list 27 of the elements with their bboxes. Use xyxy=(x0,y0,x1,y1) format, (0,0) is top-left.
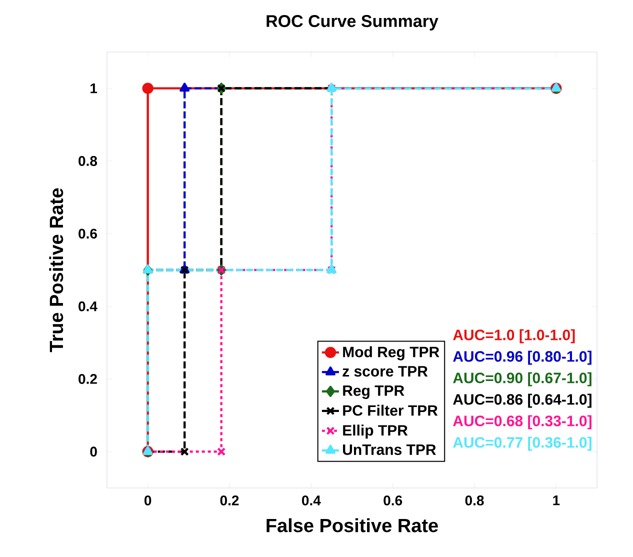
annotation: AUC=0.96 [0.80-1.0] xyxy=(453,350,592,365)
legend-label: UnTrans TPR xyxy=(343,444,436,455)
x-tick-label: 0.4 xyxy=(302,496,321,506)
x-tick-label: 0.2 xyxy=(220,496,239,506)
y-tick-label: 1 xyxy=(90,84,98,94)
legend-label: Ellip TPR xyxy=(343,424,408,439)
x-tick-label: 0.6 xyxy=(384,496,402,506)
chart-title: ROC Curve Summary xyxy=(266,15,438,30)
legend-label: Reg TPR xyxy=(343,385,404,399)
x-tick-label: 0.8 xyxy=(465,496,484,506)
y-tick-label: 0.8 xyxy=(78,156,98,166)
annotation: AUC=0.86 [0.64-1.0] xyxy=(453,394,592,408)
y-tick-label: 0.2 xyxy=(78,374,97,384)
legend-label: z score TPR xyxy=(342,366,428,377)
y-tick-label: 0 xyxy=(90,446,97,457)
annotation: AUC=1.0 [1.0-1.0] xyxy=(453,329,575,344)
annotation: AUC=0.68 [0.33-1.0] xyxy=(453,415,592,430)
legend-label: Mod Reg TPR xyxy=(343,346,440,360)
annotation: AUC=0.90 [0.67-1.0] xyxy=(453,372,592,386)
y-tick-label: 0.6 xyxy=(78,228,97,239)
x-tick-label: 1 xyxy=(553,496,560,506)
y-axis-title: True Positive Rate xyxy=(49,188,64,352)
y-tick-label: 0.4 xyxy=(78,301,98,312)
legend-label: PC Filter TPR xyxy=(343,404,438,416)
annotation: AUC=0.77 [0.36-1.0] xyxy=(453,436,592,451)
x-axis-title: False Positive Rate xyxy=(266,518,438,532)
x-tick-label: 0 xyxy=(144,496,152,506)
